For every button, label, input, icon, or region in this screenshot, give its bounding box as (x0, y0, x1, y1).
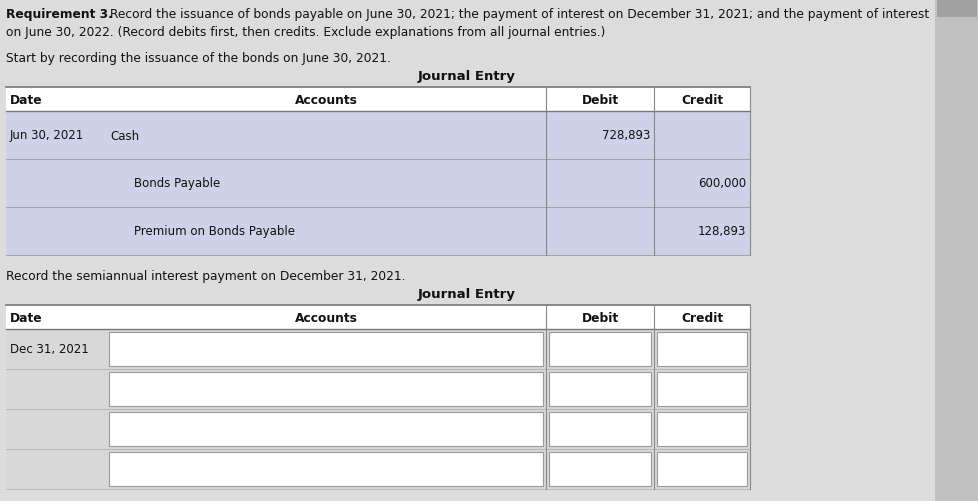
Bar (109, 452, 543, 486)
Text: Cash: Cash (110, 129, 139, 142)
Bar (656, 452, 746, 486)
Bar (109, 332, 543, 366)
Text: Dec 31, 2021: Dec 31, 2021 (10, 343, 89, 356)
Text: Date: Date (10, 94, 43, 107)
Bar (6, 306, 749, 329)
Text: Requirement 3.: Requirement 3. (6, 8, 112, 21)
Bar (656, 412, 746, 446)
Text: Jun 30, 2021: Jun 30, 2021 (10, 129, 84, 142)
Bar (6, 88, 749, 112)
Bar (6, 409, 749, 449)
Bar (6, 369, 749, 409)
Text: 128,893: 128,893 (697, 225, 745, 238)
Bar (109, 412, 543, 446)
Text: Record the semiannual interest payment on December 31, 2021.: Record the semiannual interest payment o… (6, 270, 405, 283)
Bar (6, 449, 749, 489)
Text: Accounts: Accounts (294, 312, 357, 325)
Bar (549, 452, 650, 486)
Bar (934, 0, 978, 501)
Bar (549, 332, 650, 366)
Bar (656, 372, 746, 406)
Bar (6, 160, 749, 207)
Text: Premium on Bonds Payable: Premium on Bonds Payable (134, 225, 294, 238)
Bar (109, 372, 543, 406)
Text: Start by recording the issuance of the bonds on June 30, 2021.: Start by recording the issuance of the b… (6, 52, 390, 65)
Bar (549, 412, 650, 446)
Text: 600,000: 600,000 (697, 177, 745, 190)
Bar (6, 112, 749, 160)
Text: Date: Date (10, 312, 43, 325)
Text: Credit: Credit (681, 94, 723, 107)
Text: 728,893: 728,893 (601, 129, 649, 142)
Bar (6, 207, 749, 256)
Text: Credit: Credit (681, 312, 723, 325)
Text: Record the issuance of bonds payable on June 30, 2021; the payment of interest o: Record the issuance of bonds payable on … (106, 8, 928, 21)
Text: on June 30, 2022. (Record debits first, then credits. Exclude explanations from : on June 30, 2022. (Record debits first, … (6, 26, 604, 39)
Bar (549, 372, 650, 406)
Bar (6, 329, 749, 369)
Bar (656, 332, 746, 366)
Text: Debit: Debit (581, 312, 618, 325)
Text: Journal Entry: Journal Entry (418, 288, 515, 301)
Text: Journal Entry: Journal Entry (418, 70, 515, 83)
Text: Accounts: Accounts (294, 94, 357, 107)
Text: Debit: Debit (581, 94, 618, 107)
Bar (936, 0, 976, 18)
Text: Bonds Payable: Bonds Payable (134, 177, 220, 190)
